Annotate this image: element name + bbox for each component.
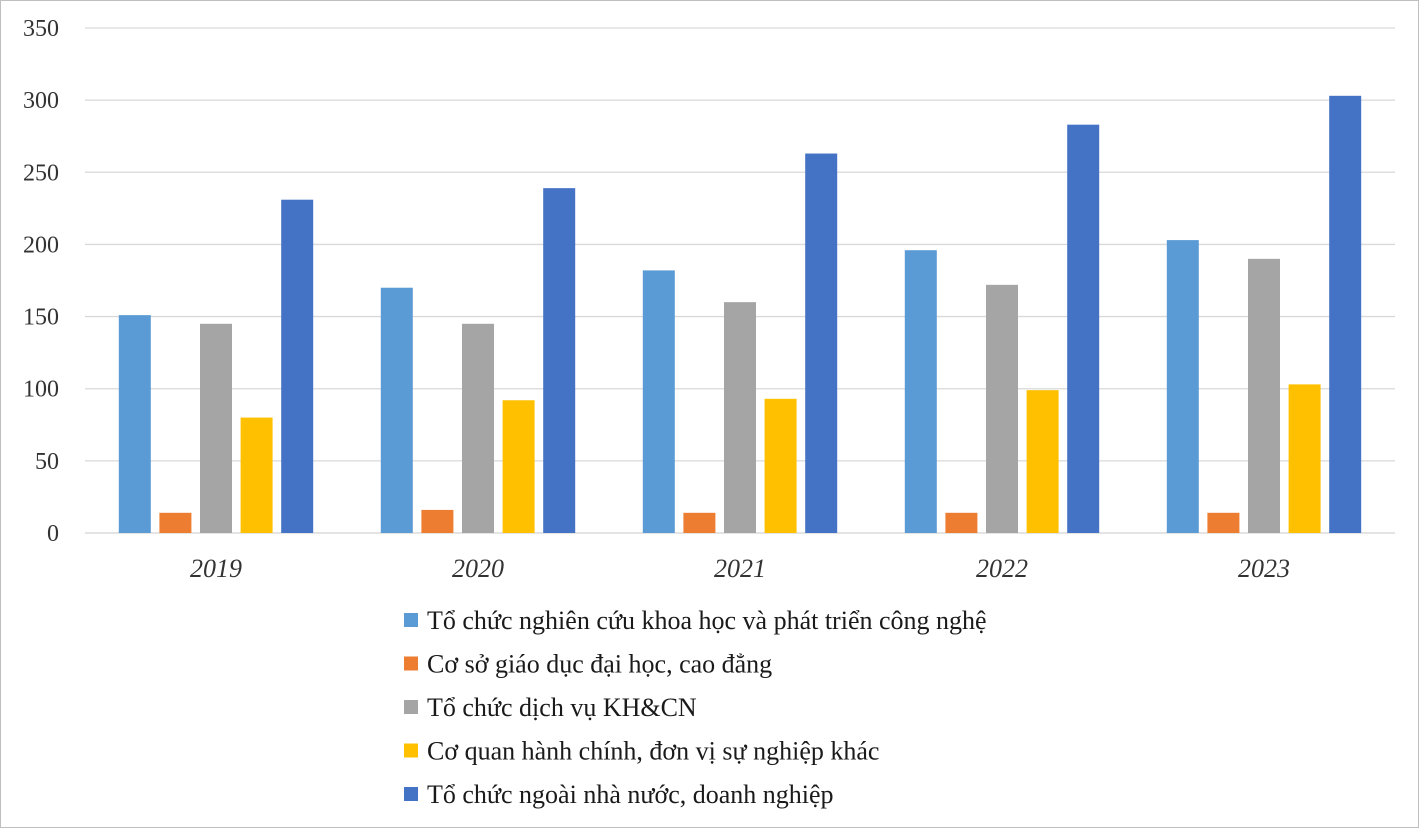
legend-label: Tổ chức nghiên cứu khoa học và phát triể… [427,606,987,635]
legend-swatch [404,613,418,627]
y-tick-label: 100 [23,377,59,403]
legend-label: Cơ quan hành chính, đơn vị sự nghiệp khá… [427,737,879,766]
bar-2023-series-5 [1329,95,1362,534]
y-tick-label: 350 [23,16,59,42]
y-tick-label: 250 [23,160,59,186]
bar-2023-series-4 [1288,384,1321,533]
bar-2019-series-3 [200,323,232,533]
bar-2019-series-1 [118,315,151,533]
x-axis-ticks: 2019 2020 2021 2022 2023 [190,554,1290,583]
bar-2019-series-2 [159,512,192,533]
y-tick-label: 150 [23,305,59,331]
bar-2020-series-2 [421,509,454,533]
legend-label: Tổ chức dịch vụ KH&CN [427,693,697,722]
y-tick-label: 200 [23,232,59,258]
y-tick-label: 300 [23,88,59,114]
x-tick-label: 2021 [714,554,766,583]
bar-2022-series-4 [1026,390,1059,533]
y-tick-label: 0 [47,521,59,547]
bar-2022-series-5 [1067,124,1100,534]
bar-2020-series-3 [462,323,494,533]
bar-2021-series-1 [642,270,675,533]
y-tick-label: 50 [35,449,59,475]
bar-2021-series-5 [805,153,838,533]
bar-2021-series-4 [764,398,797,533]
x-tick-label: 2023 [1238,554,1290,583]
bar-2022-series-1 [904,250,937,533]
bar-2019-series-4 [240,417,273,533]
bar-2019-series-5 [281,199,314,533]
legend: Tổ chức nghiên cứu khoa học và phát triể… [404,606,987,809]
bars [118,95,1362,534]
legend-label: Cơ sở giáo dục đại học, cao đẳng [427,650,772,679]
legend-swatch [404,700,418,714]
bar-2023-series-1 [1166,240,1199,533]
legend-swatch [404,787,418,801]
x-tick-label: 2019 [190,554,242,583]
bar-2022-series-3 [986,284,1018,533]
legend-swatch [404,656,418,671]
bar-2021-series-3 [724,302,756,533]
bar-2021-series-2 [683,512,716,533]
y-axis-ticks: 0 50 100 150 200 250 300 350 [23,16,59,547]
bar-2022-series-2 [945,512,978,533]
bar-2020-series-1 [380,287,413,533]
x-tick-label: 2020 [452,554,504,583]
bar-2023-series-2 [1207,512,1240,533]
bar-2023-series-3 [1248,258,1280,533]
x-tick-label: 2022 [976,554,1028,583]
legend-label: Tổ chức ngoài nhà nước, doanh nghiệp [427,780,834,809]
bar-2020-series-5 [543,188,576,533]
legend-swatch [404,743,418,758]
bar-2020-series-4 [502,400,535,533]
